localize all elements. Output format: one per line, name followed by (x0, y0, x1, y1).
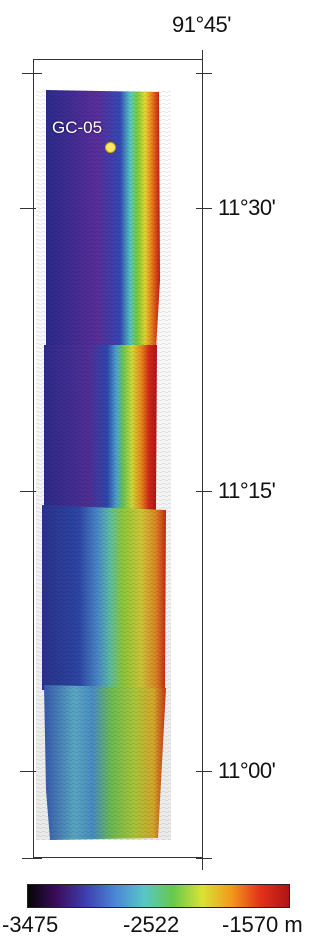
map-frame (33, 59, 203, 858)
tick-lat-1115-right (196, 491, 212, 492)
tick-lat-1115-left (20, 491, 36, 492)
colorbar-max-label: -1570 m (222, 912, 303, 937)
latitude-label-1100: 11°00' (218, 758, 276, 783)
tick-lat-1130-left (20, 208, 36, 209)
tick-lat-1100-right (196, 771, 212, 772)
right-tick-bottom (196, 858, 212, 859)
latitude-label-1115: 11°15' (218, 478, 276, 503)
tick-lat-1130-right (196, 208, 212, 209)
latitude-label-1130: 11°30' (218, 195, 276, 220)
longitude-label: 91°45' (172, 12, 231, 37)
right-tick-top (196, 73, 212, 74)
site-label-gc05: GC-05 (52, 118, 103, 137)
colorbar-mid-label: -2522 (123, 912, 180, 937)
site-marker-gc05 (105, 142, 116, 153)
tick-lat-1100-left (20, 771, 36, 772)
depth-colorbar (27, 884, 290, 908)
top-tick-longitude (202, 50, 203, 68)
left-tick-top (22, 73, 42, 74)
colorbar-min-label: -3475 (2, 912, 59, 937)
bathymetry-swath (36, 90, 171, 840)
left-tick-bottom (22, 858, 42, 859)
bottom-tick-longitude (202, 852, 203, 870)
